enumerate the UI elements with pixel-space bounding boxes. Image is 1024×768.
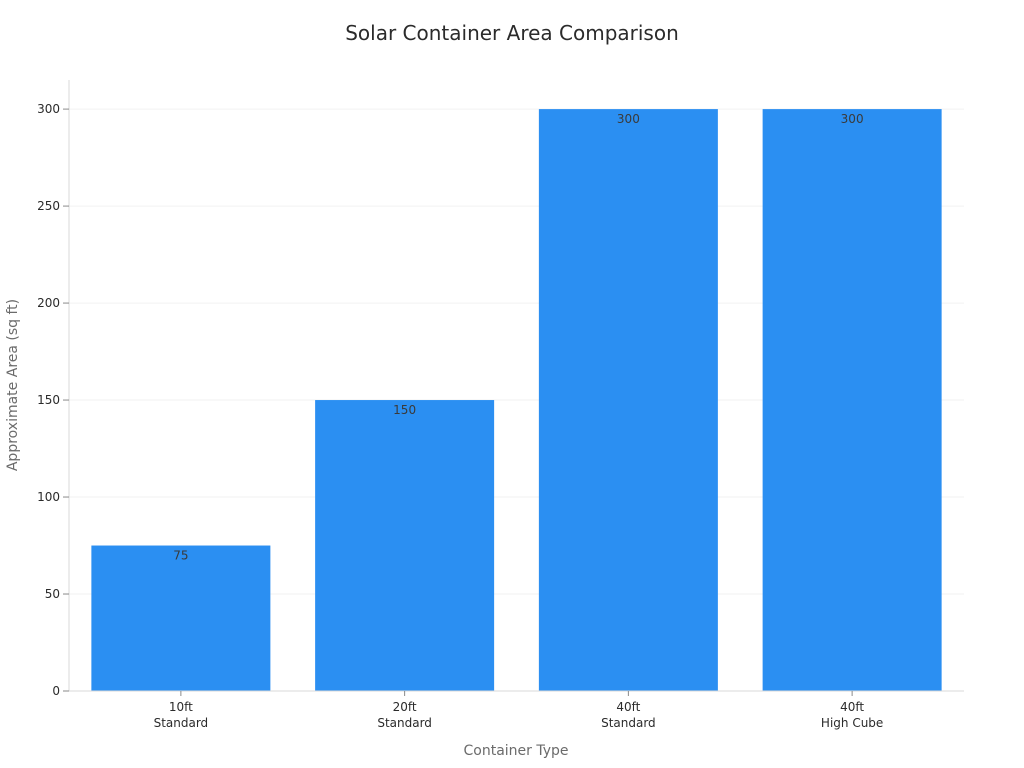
x-tick-label: Standard xyxy=(377,716,432,730)
x-tick-label: 40ft xyxy=(840,700,864,714)
y-tick-label: 300 xyxy=(37,102,60,116)
x-tick-label: 20ft xyxy=(393,700,417,714)
data-label: 300 xyxy=(617,112,640,126)
x-tick-label: 10ft xyxy=(169,700,193,714)
y-axis-title: Approximate Area (sq ft) xyxy=(5,299,21,471)
y-tick-label: 200 xyxy=(37,296,60,310)
x-tick-label: High Cube xyxy=(821,716,883,730)
data-labels: 75 150 300 300 xyxy=(173,112,863,562)
y-tick-label: 250 xyxy=(37,199,60,213)
x-tick-label: 40ft xyxy=(616,700,640,714)
data-label: 75 xyxy=(173,549,188,563)
y-tick-label: 150 xyxy=(37,393,60,407)
x-axis-ticks: 10ft Standard 20ft Standard 40ft Standard 40ft… xyxy=(154,691,883,730)
bars xyxy=(91,109,942,692)
y-tick-label: 100 xyxy=(37,490,60,504)
x-axis-title: Container Type xyxy=(463,743,568,759)
bar xyxy=(315,400,495,691)
data-label: 150 xyxy=(393,403,416,417)
bar xyxy=(538,109,718,692)
x-tick-label: Standard xyxy=(601,716,656,730)
bar xyxy=(91,545,271,691)
y-tick-label: 50 xyxy=(45,587,60,601)
x-tick-label: Standard xyxy=(154,716,209,730)
bar xyxy=(762,109,942,692)
y-axis-ticks: 0 50 100 150 200 250 300 xyxy=(37,102,69,698)
axes xyxy=(68,80,964,692)
y-tick-label: 0 xyxy=(52,684,60,698)
chart-title: Solar Container Area Comparison xyxy=(345,21,679,45)
data-label: 300 xyxy=(841,112,864,126)
